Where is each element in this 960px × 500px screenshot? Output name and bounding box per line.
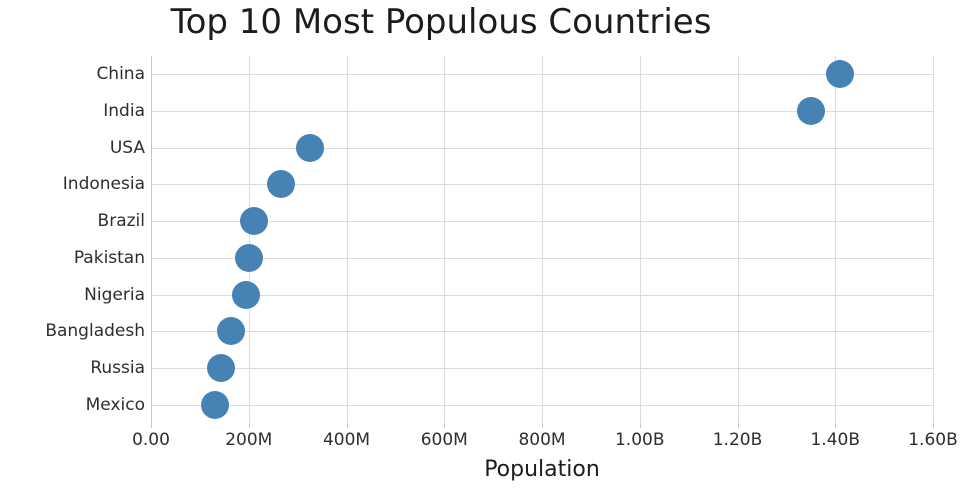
x-axis-tick-label: 1.40B [810, 430, 860, 450]
x-tick-mark [933, 423, 934, 428]
y-axis-label: China [96, 64, 145, 85]
y-axis-label: Bangladesh [45, 321, 145, 342]
x-axis-tick-label: 200M [225, 430, 273, 450]
x-axis-tick-label: 800M [518, 430, 566, 450]
gridline-vertical [639, 56, 641, 423]
y-axis-label: USA [109, 137, 145, 158]
x-tick-mark [444, 423, 446, 428]
gridline-vertical [933, 56, 934, 423]
data-point [234, 243, 263, 272]
gridline-vertical [346, 56, 348, 423]
y-axis-label: India [103, 101, 145, 122]
y-axis-label: Pakistan [73, 247, 145, 268]
x-tick-mark [346, 423, 348, 428]
y-axis-label: Indonesia [62, 174, 145, 195]
x-axis-tick-label: 600M [420, 430, 468, 450]
x-axis-tick-label: 400M [322, 430, 371, 450]
data-point [239, 207, 268, 236]
gridline-vertical [835, 56, 837, 423]
data-point [295, 133, 324, 162]
x-axis-tick-label: 1.60B [908, 430, 958, 450]
y-axis-label: Brazil [97, 211, 145, 232]
data-point [826, 60, 855, 89]
x-tick-mark [737, 423, 739, 428]
x-axis-tick-label: 0.00 [132, 430, 170, 450]
chart-title: Top 10 Most Populous Countries [170, 2, 712, 42]
y-axis-label: Mexico [85, 394, 145, 415]
y-axis-line [151, 56, 152, 423]
gridline-vertical [248, 56, 250, 423]
x-axis-title: Population [484, 457, 600, 482]
y-axis-label: Nigeria [84, 284, 145, 305]
gridline-vertical [542, 56, 543, 423]
x-axis-tick-label: 1.20B [712, 430, 763, 450]
gridline-vertical [737, 56, 739, 423]
x-tick-mark [248, 423, 250, 428]
x-tick-mark [835, 423, 837, 428]
x-tick-mark [542, 423, 543, 428]
data-point [207, 353, 236, 382]
data-point [232, 280, 261, 309]
gridline-vertical [444, 56, 446, 423]
x-axis-tick-label: 1.00B [614, 430, 665, 450]
plot-area [151, 56, 934, 428]
data-point [267, 170, 295, 199]
data-point [796, 97, 825, 126]
x-tick-mark [151, 423, 152, 428]
y-axis-label: Russia [90, 357, 145, 378]
data-point [200, 390, 229, 419]
data-point [217, 317, 246, 346]
x-tick-mark [639, 423, 641, 428]
